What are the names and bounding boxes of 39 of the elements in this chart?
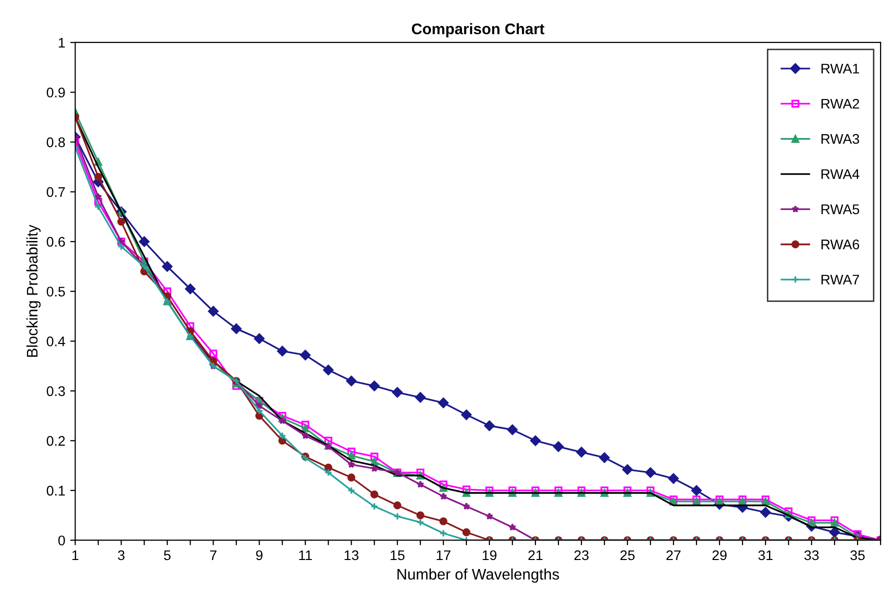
x-tick-label: 27 [666, 550, 681, 560]
x-axis-title: Number of Wavelengths [398, 568, 560, 583]
x-tick-label: 9 [256, 550, 263, 560]
legend-label: RWA6 [822, 240, 860, 250]
x-tick-label: 31 [758, 550, 773, 560]
x-tick-label: 7 [210, 550, 216, 560]
x-tick-label: 35 [850, 550, 865, 560]
x-tick-label: 3 [118, 550, 124, 560]
y-tick-label: 0.9 [46, 88, 65, 98]
x-tick-label: 15 [390, 550, 405, 560]
legend-label: RWA1 [822, 64, 860, 74]
x-tick-label: 23 [574, 550, 589, 560]
legend-label: RWA2 [822, 98, 860, 109]
x-tick-label: 17 [436, 550, 450, 560]
x-tick-label: 1 [72, 550, 78, 560]
x-tick-label: 11 [299, 550, 312, 560]
y-tick-label: 0.5 [46, 286, 65, 297]
y-tick-label: 0.3 [46, 386, 65, 396]
y-tick-label: 1 [58, 38, 65, 48]
legend-label: RWA5 [822, 204, 860, 214]
y-tick-label: 0.4 [46, 336, 66, 346]
x-tick-label: 21 [528, 550, 542, 560]
legend-label: RWA4 [822, 169, 860, 179]
x-tick-label: 13 [344, 550, 358, 560]
y-tick-label: 0.8 [46, 137, 65, 148]
y-tick-label: 0.6 [46, 236, 65, 247]
y-tick-label: 0 [58, 536, 65, 546]
legend-label: RWA3 [822, 134, 860, 144]
x-tick-label: 5 [164, 550, 171, 560]
y-tick-label: 0.1 [46, 486, 65, 496]
chart-title: Comparison Chart [412, 23, 544, 38]
x-tick-label: 25 [620, 550, 635, 560]
x-tick-label: 19 [482, 550, 496, 560]
x-tick-label: 33 [804, 550, 819, 560]
legend-label: RWA7 [822, 274, 860, 284]
y-tick-label: 0.7 [46, 187, 65, 197]
y-tick-label: 0.2 [46, 436, 65, 446]
y-axis-title: Blocking Probability [26, 224, 41, 357]
x-tick-label: 29 [712, 550, 727, 560]
